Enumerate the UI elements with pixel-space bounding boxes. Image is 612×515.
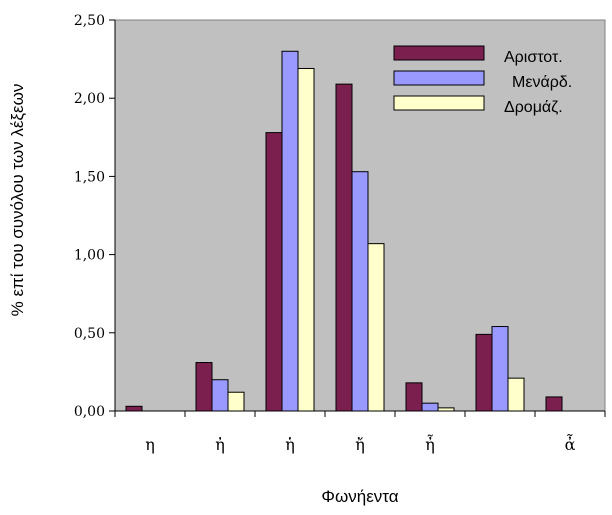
x-category-label: η [145,435,155,454]
bar-series-3-cat-6 [507,377,525,412]
bar-series-3-cat-2 [227,391,245,412]
bar-series-2-cat-2 [211,379,229,412]
x-axis-title: Φωνήεντα [321,487,398,506]
y-tick-label: 2,00 [74,91,105,107]
bar-series-1-cat-6 [475,333,493,412]
y-tick-label: 0,00 [74,404,105,420]
y-ticks-group: 0,00 0,50 1,00 1,50 2,00 2,50 [74,13,115,420]
bars-group [125,50,563,412]
bar-series-2-cat-6 [491,326,509,412]
y-axis-title: % επί του συνόλου των λέξεων [8,84,27,317]
y-tick-label: 1,50 [74,169,105,185]
y-tick-label: 1,00 [74,248,105,264]
legend-label: Δρομάζ. [504,99,563,116]
legend-swatch [393,95,485,111]
legend-swatch [393,45,485,61]
bar-series-2-cat-5 [421,402,439,412]
legend-label: Μενάρδ. [512,74,572,91]
bar-series-1-cat-4 [335,83,353,412]
x-category-label: ἠ [215,435,225,454]
y-tick-label: 2,50 [74,13,105,29]
x-category-label: ἤ [355,435,365,454]
legend-swatch [393,70,485,86]
bar-series-2-cat-4 [351,171,369,412]
bar-series-1-cat-3 [265,132,283,412]
x-category-label: ἦ [425,434,435,454]
y-tick-label: 0,50 [74,326,105,342]
bar-series-1-cat-7 [545,396,563,412]
x-category-label: ἆ [565,433,576,454]
bar-series-2-cat-3 [281,50,299,412]
bar-series-1-cat-1 [125,405,143,412]
legend: Αριστοτ. Μενάρδ. Δρομάζ. [393,45,572,116]
bar-series-3-cat-3 [297,67,315,412]
bar-series-1-cat-2 [195,362,213,412]
x-category-label: ἡ [285,435,295,454]
bar-series-3-cat-4 [367,243,385,412]
legend-label: Αριστοτ. [504,49,563,66]
bar-series-1-cat-5 [405,382,423,412]
